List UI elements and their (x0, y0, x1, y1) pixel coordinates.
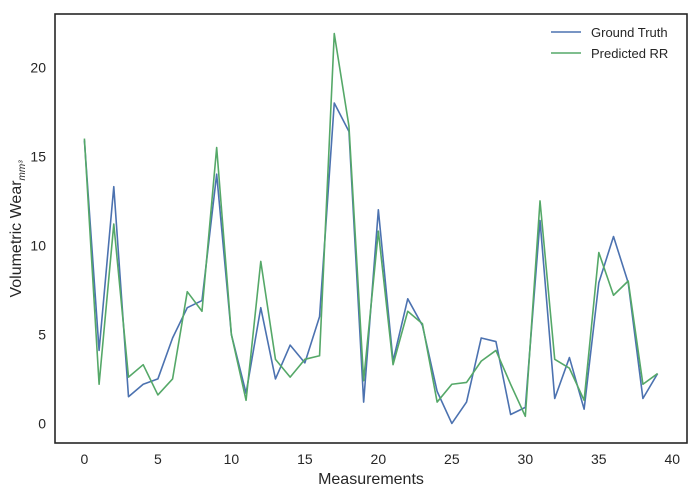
y-axis-ticks: 0 5 10 15 20 (30, 59, 46, 431)
x-tick-label: 40 (665, 451, 681, 467)
x-tick-label: 15 (297, 451, 313, 467)
x-tick-label: 0 (81, 451, 89, 467)
y-tick-label: 0 (38, 415, 46, 431)
plot-frame (54, 13, 688, 444)
y-axis-label-text: Volumetric Wear (8, 180, 25, 298)
y-axis-label-group: Volumetric Wearmm³ (8, 160, 28, 298)
legend-label-2: Predicted RR (591, 46, 668, 61)
y-tick-label: 20 (30, 59, 46, 75)
y-tick-label: 15 (30, 148, 46, 164)
x-tick-label: 10 (224, 451, 240, 467)
legend: Ground Truth Predicted RR (551, 25, 668, 61)
x-axis-label: Measurements (318, 471, 424, 488)
x-axis-ticks: 0 5 10 15 20 25 30 35 40 (81, 451, 681, 467)
y-tick-label: 10 (30, 237, 46, 253)
y-tick-label: 5 (38, 326, 46, 342)
series-line-2 (83, 32, 659, 418)
x-tick-label: 35 (591, 451, 607, 467)
y-axis-label-unit: mm³ (17, 160, 28, 181)
x-tick-label: 5 (154, 451, 162, 467)
y-axis-label: Volumetric Wearmm³ (8, 160, 28, 298)
legend-label-1: Ground Truth (591, 25, 668, 40)
x-tick-label: 25 (444, 451, 460, 467)
x-tick-label: 30 (518, 451, 534, 467)
x-tick-label: 20 (371, 451, 387, 467)
series-layer (83, 32, 659, 425)
